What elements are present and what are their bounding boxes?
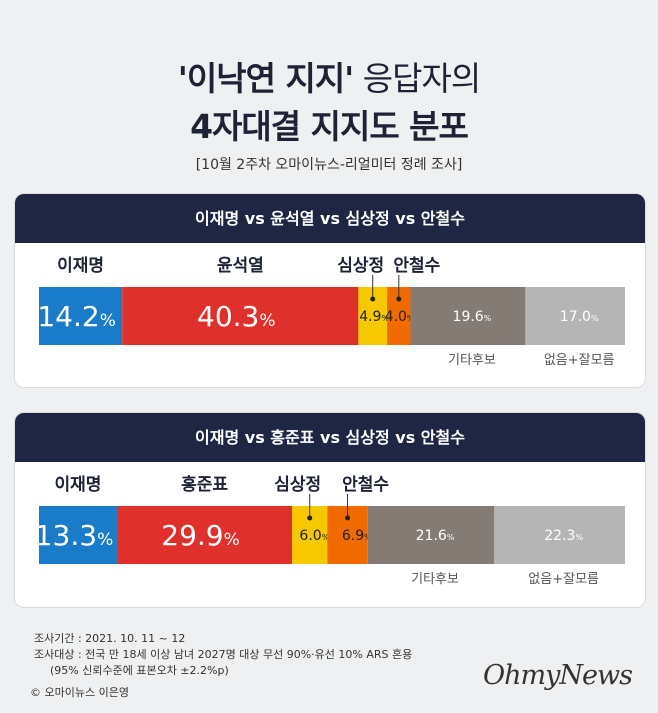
value-label: 22.3% — [544, 528, 583, 544]
footer-target: 조사대상 : 전국 만 18세 이상 남녀 2027명 대상 무선 90%·유선… — [34, 648, 413, 661]
value-label: 19.6% — [453, 309, 492, 325]
category-label: 이재명 — [55, 475, 102, 495]
category-label: 안철수 — [342, 475, 389, 495]
bar-segment — [494, 506, 625, 564]
percent-sign: % — [322, 533, 330, 542]
value-label: 17.0% — [560, 309, 599, 325]
chart-panel-hong: 이재명 vs 홍준표 vs 심상정 vs 안철수 13.3% 이재명 29.9% 홍준… — [14, 412, 646, 608]
leader-dot — [307, 515, 313, 521]
category-label: 이재명 — [57, 256, 104, 276]
percent-sign: % — [447, 533, 455, 542]
chart-panel-yoon: 이재명 vs 윤석열 vs 심상정 vs 안철수 14.2% 이재명 40.3% 윤석… — [14, 193, 646, 388]
percent-sign: % — [100, 311, 116, 331]
category-label: 안철수 — [393, 256, 440, 276]
percent-sign: % — [381, 314, 389, 323]
bar-segment — [116, 506, 293, 564]
category-label: 기타후보 — [448, 353, 496, 368]
category-label: 없음+잘모름 — [544, 353, 615, 368]
chart-title: 이재명 vs 홍준표 vs 심상정 vs 안철수 — [15, 413, 645, 462]
percent-sign: % — [575, 533, 583, 542]
title-rest: 응답자의 — [353, 59, 481, 98]
page-subtitle: [10월 2주차 오마이뉴스-리얼미터 정례 조사] — [195, 157, 463, 173]
category-label: 없음+잘모름 — [528, 572, 599, 587]
page-title-line2: 4자대결 지지도 분포 — [190, 107, 469, 146]
percent-sign: % — [484, 314, 492, 323]
stacked-bar-chart: 13.3%이재명29.9%홍준표6.0%심상정6.9%안철수21.6%기타후보2… — [35, 474, 625, 587]
footer-copyright: © 오마이뉴스 이은영 — [30, 686, 129, 699]
bar-segment — [122, 287, 359, 345]
stacked-bar-chart: 14.2%이재명40.3%윤석열4.9%심상정4.0%안철수19.6%기타후보1… — [37, 256, 625, 368]
category-label: 홍준표 — [181, 474, 228, 495]
page-title-line1: '이낙연 지지' 응답자의 — [0, 52, 658, 100]
value-label: 21.6% — [416, 528, 455, 544]
percent-sign: % — [97, 530, 113, 550]
ohmynews-logo: OhmyNews — [483, 660, 633, 691]
leader-dot — [370, 296, 376, 302]
leader-dot — [396, 296, 402, 302]
chart-title: 이재명 vs 윤석열 vs 심상정 vs 안철수 — [15, 194, 645, 243]
category-label: 심상정 — [337, 256, 384, 276]
bar-segment — [410, 287, 526, 345]
bar-segment — [387, 287, 411, 345]
percent-sign: % — [591, 314, 599, 323]
footer-error: (95% 신뢰수준에 표본오차 ±2.2%p) — [50, 664, 229, 677]
bar-segment — [367, 506, 495, 564]
title-quote: '이낙연 지지' — [177, 59, 354, 98]
category-label: 심상정 — [274, 475, 321, 495]
percent-sign: % — [224, 530, 240, 550]
category-label: 윤석열 — [217, 256, 264, 276]
footer-period: 조사기간 : 2021. 10. 11 ~ 12 — [34, 632, 186, 645]
bar-segment — [39, 287, 123, 345]
bar-segment — [525, 287, 625, 345]
percent-sign: % — [259, 311, 275, 331]
leader-dot — [345, 515, 351, 521]
value-label: 29.9% — [161, 519, 240, 552]
category-label: 기타후보 — [411, 572, 459, 587]
bar-segment — [39, 506, 117, 564]
